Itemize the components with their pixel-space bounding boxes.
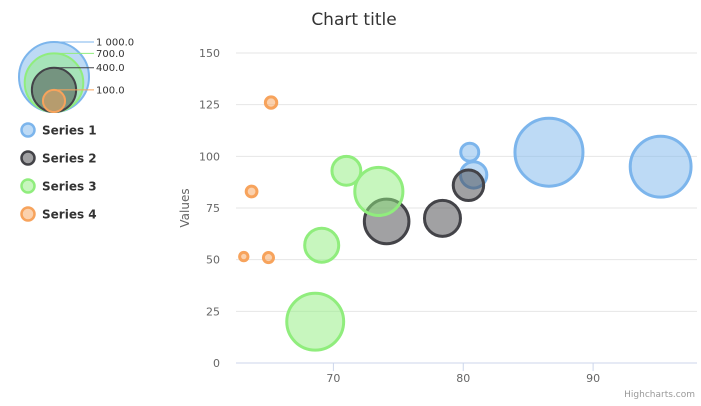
y-axis-ticks: 0 25 50 75 100 125 150 xyxy=(199,47,220,370)
x-tick-label: 90 xyxy=(586,372,600,385)
legend-symbol xyxy=(20,122,36,138)
legend-label: Series 3 xyxy=(42,180,97,194)
y-axis-title: Values xyxy=(178,188,192,227)
size-legend-label: 400.0 xyxy=(96,63,125,74)
series-4-bubbles xyxy=(238,95,279,265)
x-tick-label: 70 xyxy=(326,372,340,385)
bubble-point[interactable] xyxy=(285,291,346,352)
bubble-point[interactable] xyxy=(263,95,279,110)
plot-area xyxy=(238,95,693,352)
bubble-point[interactable] xyxy=(459,141,481,163)
y-tick-label: 125 xyxy=(199,99,220,112)
bubble-point[interactable] xyxy=(261,251,276,265)
y-tick-label: 75 xyxy=(206,202,220,215)
legend-symbol xyxy=(20,178,36,194)
bubble-point[interactable] xyxy=(353,165,405,218)
legend-item-series-3[interactable]: Series 3 xyxy=(20,178,97,194)
legend-label: Series 2 xyxy=(42,152,97,166)
bubble-point[interactable] xyxy=(244,184,259,199)
size-legend-label: 700.0 xyxy=(96,49,125,60)
bubble-point[interactable] xyxy=(628,134,693,199)
bubble-point[interactable] xyxy=(303,226,341,264)
legend-item-series-4[interactable]: Series 4 xyxy=(20,206,97,222)
y-tick-label: 150 xyxy=(199,47,220,60)
legend-item-series-1[interactable]: Series 1 xyxy=(20,122,97,138)
legend-label: Series 1 xyxy=(42,124,97,138)
size-legend-label: 100.0 xyxy=(96,85,125,96)
legend-item-series-2[interactable]: Series 2 xyxy=(20,150,97,166)
bubble-point[interactable] xyxy=(451,168,486,202)
size-legend-label: 1 000.0 xyxy=(96,38,134,49)
series-legend: Series 1 Series 2 Series 3 Series 4 xyxy=(20,122,97,222)
bubble-point[interactable] xyxy=(422,198,462,238)
bubble-point[interactable] xyxy=(513,116,585,188)
legend-symbol xyxy=(20,206,36,222)
y-tick-label: 0 xyxy=(213,357,220,370)
y-tick-label: 100 xyxy=(199,150,220,163)
series-3-bubbles xyxy=(285,154,405,352)
size-legend-bubble xyxy=(41,88,67,114)
bubble-point[interactable] xyxy=(330,154,363,187)
series-1-bubbles xyxy=(458,116,693,199)
bubble-point[interactable] xyxy=(238,250,250,263)
legend-symbol xyxy=(20,150,36,166)
x-tick-label: 80 xyxy=(456,372,470,385)
chart-title: Chart title xyxy=(311,10,396,30)
credits[interactable]: Highcharts.com xyxy=(624,390,695,400)
legend-label: Series 4 xyxy=(42,208,97,222)
y-tick-label: 50 xyxy=(206,254,220,267)
x-axis-ticks: 70 80 90 xyxy=(326,363,600,385)
y-tick-label: 25 xyxy=(206,305,220,318)
